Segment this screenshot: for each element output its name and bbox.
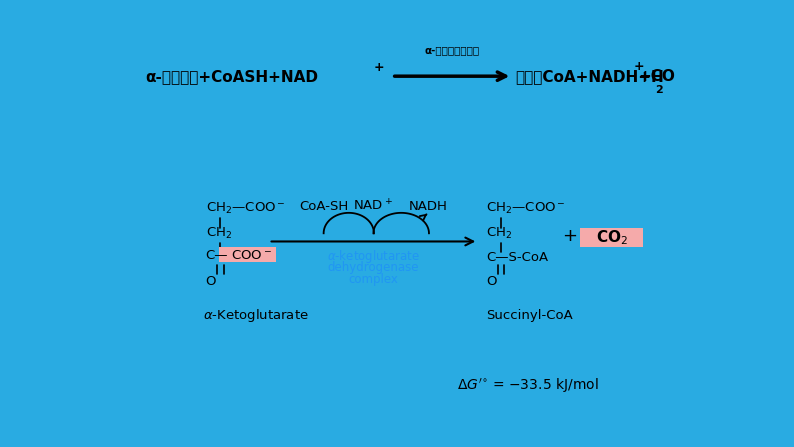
Text: $\alpha$-ketoglutarate: $\alpha$-ketoglutarate (327, 248, 420, 265)
FancyBboxPatch shape (219, 247, 276, 262)
Text: O: O (206, 274, 216, 287)
Text: dehydrogenase: dehydrogenase (328, 261, 419, 274)
Text: NADH: NADH (409, 199, 448, 212)
Text: CO$_2$: CO$_2$ (596, 228, 628, 247)
Text: +: + (634, 60, 645, 73)
Text: Succinyl-CoA: Succinyl-CoA (486, 308, 572, 321)
Text: CoA-SH: CoA-SH (299, 199, 349, 212)
Text: CH$_2$—COO$^-$: CH$_2$—COO$^-$ (486, 201, 566, 216)
Text: O: O (486, 274, 496, 287)
Text: 2: 2 (655, 85, 663, 95)
Text: $\Delta G'^{\circ}$ = $-$33.5 kJ/mol: $\Delta G'^{\circ}$ = $-$33.5 kJ/mol (457, 377, 599, 395)
Text: NAD$^+$: NAD$^+$ (353, 198, 393, 214)
Text: $\alpha$-Ketoglutarate: $\alpha$-Ketoglutarate (203, 307, 309, 324)
Text: CH$_2$—COO$^-$: CH$_2$—COO$^-$ (206, 201, 285, 216)
Text: CH$_2$: CH$_2$ (206, 226, 232, 241)
Text: +: + (373, 61, 384, 74)
Text: C—S-CoA: C—S-CoA (486, 251, 548, 264)
Text: COO$^-$: COO$^-$ (231, 249, 272, 262)
Text: $+$: $+$ (562, 227, 577, 245)
Text: 琥珀酰CoA+NADH+H: 琥珀酰CoA+NADH+H (515, 69, 664, 84)
Text: +CO: +CO (638, 69, 675, 84)
Text: CH$_2$: CH$_2$ (486, 226, 512, 241)
Text: α-酮皮二酸+CoASH+NAD: α-酮皮二酸+CoASH+NAD (145, 69, 318, 84)
FancyBboxPatch shape (580, 228, 643, 247)
Text: complex: complex (349, 273, 399, 286)
Text: α-酮皮二酸脱氢酶: α-酮皮二酸脱氢酶 (425, 45, 480, 55)
Text: C—: C— (206, 249, 228, 262)
